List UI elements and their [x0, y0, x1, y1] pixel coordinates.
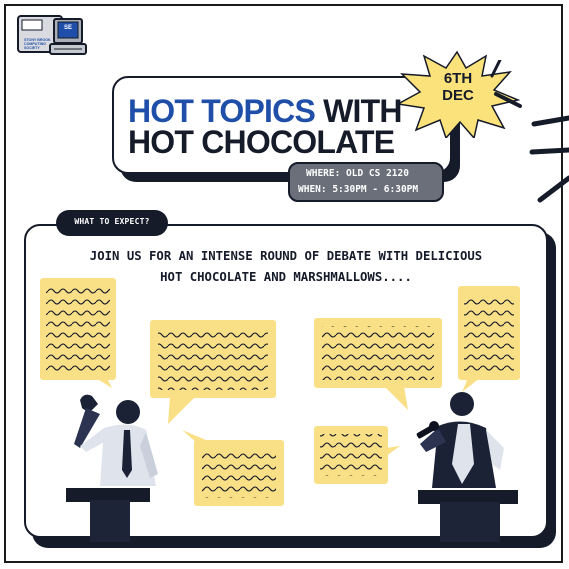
- event-location: WHERE: OLD CS 2120: [306, 168, 409, 179]
- event-title-line-1: HOT TOPICS WITH: [128, 94, 402, 128]
- logo-caption: Stony Brook Computing Society: [24, 38, 51, 50]
- event-title-line-2: HOT CHOCOLATE: [128, 124, 395, 160]
- event-time: WHEN: 5:30PM - 6:30PM: [298, 184, 419, 195]
- event-details-pill: [288, 162, 444, 202]
- computer-monitor-icon: [17, 15, 87, 55]
- description-line-2: HOT CHOCOLATE AND MARSHMALLOWS....: [160, 270, 412, 284]
- section-tag: [56, 210, 168, 236]
- society-logo: SE Stony Brook Computing Society: [16, 14, 88, 60]
- logo-badge: SE: [63, 25, 72, 31]
- section-tag-label: WHAT TO EXPECT?: [74, 217, 150, 226]
- title-line-1-rest: WITH: [315, 93, 402, 129]
- title-accent: HOT TOPICS: [128, 93, 316, 129]
- description-line-1: JOIN US FOR AN INTENSE ROUND OF DEBATE W…: [89, 249, 483, 263]
- date-month: DEC: [442, 87, 474, 104]
- date-burst-shape: [395, 50, 520, 138]
- burst-rays-decoration: [490, 60, 569, 203]
- title-card: [112, 76, 452, 174]
- date-day: 6TH: [443, 70, 473, 87]
